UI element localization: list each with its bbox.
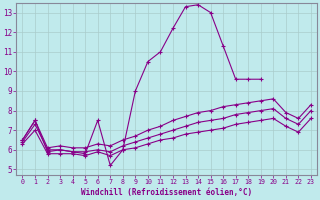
X-axis label: Windchill (Refroidissement éolien,°C): Windchill (Refroidissement éolien,°C) [81, 188, 252, 197]
